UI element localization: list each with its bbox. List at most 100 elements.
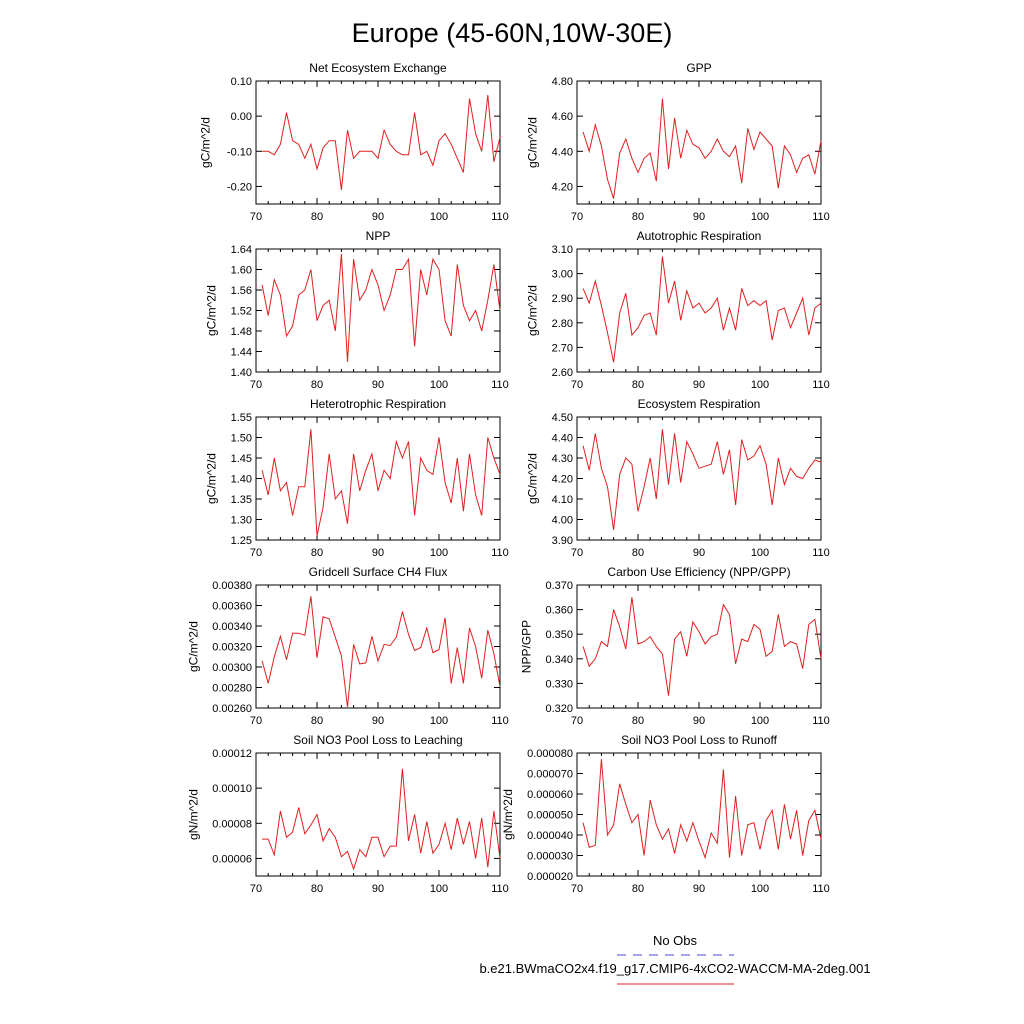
panel-9: Soil NO3 Pool Loss to Runoff 70 80 90 100 110…	[501, 733, 830, 895]
y-tick-label: 1.40	[231, 367, 252, 379]
panel-title: NPP	[366, 229, 391, 243]
y-tick-label: 0.370	[545, 580, 573, 592]
x-tick-label: 110	[812, 715, 830, 727]
x-tick-label: 80	[632, 211, 644, 223]
y-tick-label: 0.000020	[527, 871, 573, 883]
y-tick-label: 0.00280	[212, 683, 252, 695]
x-tick-label: 70	[250, 883, 262, 895]
y-tick-label: 0.00380	[212, 580, 252, 592]
panel-title: Soil NO3 Pool Loss to Leaching	[293, 733, 462, 747]
legend-label-model: b.e21.BWmaCO2x4.f19_g17.CMIP6-4xCO2-WACC…	[479, 961, 870, 976]
y-axis-label: gN/m^2/d	[501, 789, 515, 840]
y-tick-label: 0.00320	[212, 642, 252, 654]
panel-1: GPP 70 80 90 100 110 4.80 4.60 4.40 4.20 gC/m^2/d	[526, 61, 830, 223]
y-tick-label: 0.360	[545, 605, 573, 617]
series-line	[262, 768, 501, 871]
series-line	[582, 759, 822, 860]
y-tick-label: 4.00	[552, 515, 573, 527]
series-line	[261, 254, 501, 362]
x-tick-label: 70	[250, 211, 262, 223]
y-axis-label: gN/m^2/d	[186, 789, 200, 840]
panel-title: Soil NO3 Pool Loss to Runoff	[621, 733, 778, 747]
plot-frame	[255, 80, 501, 205]
plot-frame	[255, 248, 501, 373]
plot-frame	[576, 248, 822, 373]
y-tick-label: 4.20	[552, 181, 573, 193]
legend-label-no-obs: No Obs	[653, 933, 698, 948]
y-tick-label: 2.80	[552, 318, 573, 330]
panel-3: Autotrophic Respiration 70 80 90 100 110 3.10 3…	[526, 229, 830, 391]
x-tick-label: 70	[571, 715, 583, 727]
y-tick-label: 1.45	[231, 453, 252, 465]
x-tick-label: 90	[372, 211, 384, 223]
series-line	[582, 256, 822, 363]
x-tick-label: 90	[693, 715, 705, 727]
y-tick-label: 4.20	[552, 474, 573, 486]
panel-2: NPP 70 80 90 100 110 1.64 1.60 1.56 1.52 1.48 1.44 1…	[205, 229, 509, 391]
series-line	[582, 597, 822, 696]
x-tick-label: 80	[632, 715, 644, 727]
panel-title: Carbon Use Efficiency (NPP/GPP)	[607, 565, 790, 579]
y-tick-label: 0.00260	[212, 703, 252, 715]
x-tick-label: 100	[430, 715, 448, 727]
x-tick-label: 80	[311, 883, 323, 895]
series-line	[262, 95, 501, 190]
panel-title: Autotrophic Respiration	[637, 229, 762, 243]
y-tick-label: 2.60	[552, 367, 573, 379]
x-tick-label: 90	[693, 547, 705, 559]
x-tick-label: 110	[491, 547, 509, 559]
plot-frame	[255, 584, 501, 709]
y-tick-label: 0.000080	[527, 748, 573, 760]
y-tick-label: 4.50	[552, 412, 573, 424]
x-tick-label: 100	[751, 715, 769, 727]
panel-title: Heterotrophic Respiration	[310, 397, 446, 411]
y-tick-label: 1.35	[231, 494, 252, 506]
y-tick-label: 4.30	[552, 453, 573, 465]
x-tick-label: 80	[311, 715, 323, 727]
x-tick-label: 90	[693, 211, 705, 223]
y-tick-label: 2.70	[552, 342, 573, 354]
y-tick-label: 0.350	[545, 629, 573, 641]
panel-8: Soil NO3 Pool Loss to Leaching 70 80 90 100 1…	[186, 733, 508, 895]
y-tick-label: 0.000070	[527, 769, 573, 781]
panel-title: Gridcell Surface CH4 Flux	[309, 565, 448, 579]
y-tick-label: 3.10	[552, 244, 573, 256]
y-tick-label: 4.10	[552, 494, 573, 506]
y-tick-label: 2.90	[552, 293, 573, 305]
x-tick-label: 90	[372, 547, 384, 559]
y-tick-label: 4.40	[552, 146, 573, 158]
x-tick-label: 110	[812, 883, 830, 895]
x-tick-label: 70	[250, 715, 262, 727]
y-tick-label: 1.52	[231, 306, 252, 318]
x-tick-label: 80	[311, 379, 323, 391]
y-tick-label: 1.30	[231, 515, 252, 527]
y-tick-label: 4.60	[552, 111, 573, 123]
x-tick-label: 70	[571, 211, 583, 223]
y-tick-label: -0.20	[227, 181, 252, 193]
y-tick-label: 0.00010	[212, 783, 252, 795]
y-tick-label: 3.00	[552, 269, 573, 281]
x-tick-label: 70	[250, 547, 262, 559]
x-tick-label: 90	[693, 379, 705, 391]
y-tick-label: 0.00006	[212, 853, 252, 865]
y-tick-label: 4.40	[552, 433, 573, 445]
panels-group: Net Ecosystem Exchange 70 80 90 100 110 0.10 0.…	[186, 61, 829, 895]
panel-title: Ecosystem Respiration	[638, 397, 761, 411]
figure-title: Europe (45-60N,10W-30E)	[352, 18, 673, 48]
y-tick-label: 0.00012	[212, 748, 252, 760]
x-tick-label: 100	[751, 379, 769, 391]
y-tick-label: 1.25	[231, 535, 252, 547]
legend: No Obs b.e21.BWmaCO2x4.f19_g17.CMIP6-4xC…	[479, 933, 871, 985]
x-tick-label: 100	[430, 883, 448, 895]
y-axis-label: gC/m^2/d	[526, 117, 540, 168]
y-tick-label: 0.00	[231, 111, 252, 123]
x-tick-label: 70	[571, 379, 583, 391]
y-axis-label: NPP/GPP	[520, 620, 534, 673]
x-tick-label: 70	[571, 883, 583, 895]
y-tick-label: 3.90	[552, 535, 573, 547]
panel-0: Net Ecosystem Exchange 70 80 90 100 110 0.10 0.…	[199, 61, 509, 223]
x-tick-label: 90	[372, 379, 384, 391]
x-tick-label: 110	[812, 547, 830, 559]
y-axis-label: gC/m^2/d	[186, 621, 200, 672]
